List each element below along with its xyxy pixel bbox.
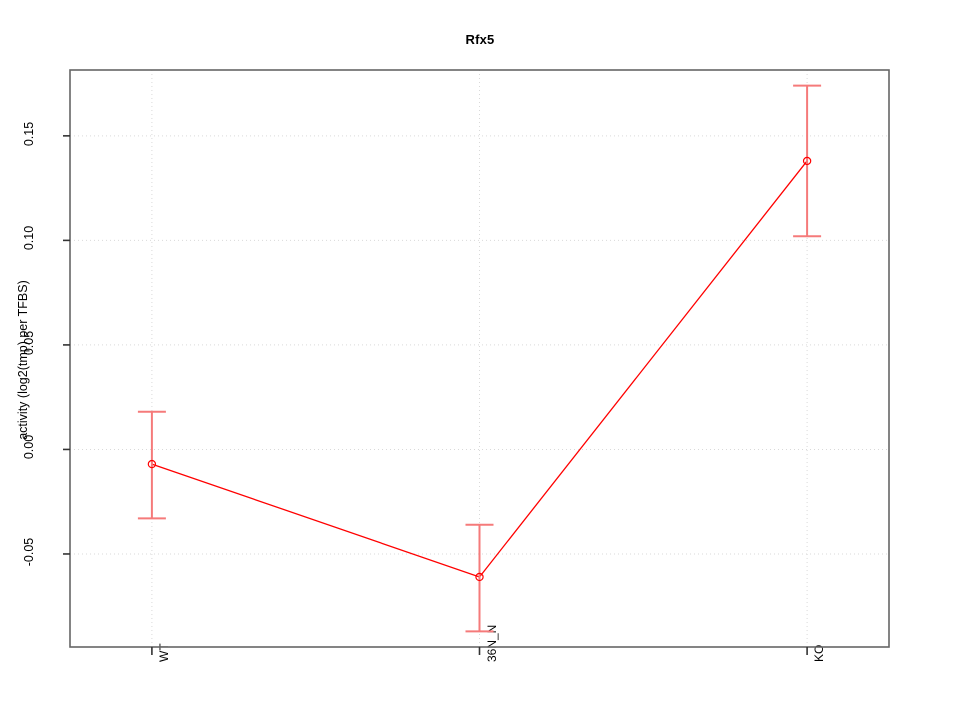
data-points bbox=[147, 156, 812, 582]
data-point-WT bbox=[147, 459, 157, 469]
error-bars bbox=[137, 84, 822, 633]
page-title: Rfx5 bbox=[465, 32, 495, 47]
axis-ticks bbox=[63, 135, 808, 655]
data-point-KO bbox=[802, 156, 812, 166]
data-point-36N_N bbox=[475, 572, 484, 582]
